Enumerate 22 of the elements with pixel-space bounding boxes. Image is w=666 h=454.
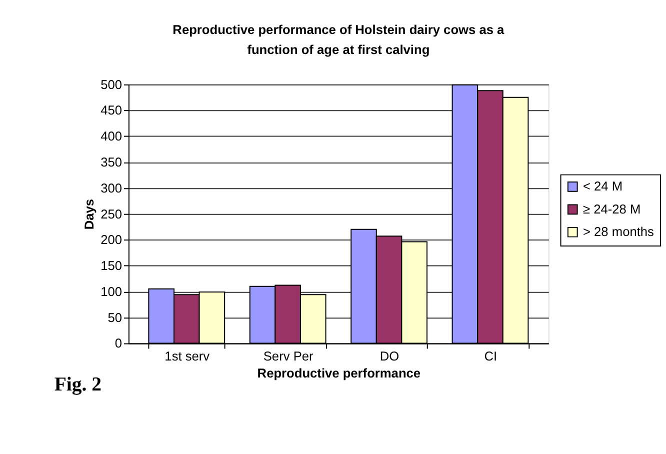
- x-tick-label: CI: [484, 348, 498, 364]
- y-tick-label: 300: [100, 180, 122, 196]
- legend-label: > 28 months: [582, 224, 654, 240]
- y-axis-title: Days: [82, 199, 97, 230]
- x-tick-label: Serv Per: [263, 348, 314, 364]
- x-tick-label: 1st serv: [164, 348, 210, 364]
- y-tick-label: 0: [114, 336, 122, 351]
- x-axis-title: Reproductive performance: [257, 365, 421, 380]
- y-tick-label: 350: [100, 154, 122, 170]
- legend-label: < 24 M: [582, 178, 623, 194]
- chart-title: Reproductive performance of Holstein dairy cows as a function of age at first calving: [172, 22, 506, 57]
- y-tick-label: 500: [100, 76, 122, 92]
- y-tick-label: 150: [100, 258, 122, 274]
- y-tick-label: 250: [100, 206, 122, 222]
- y-tick-label: 400: [100, 128, 122, 144]
- y-tick-label: 200: [100, 232, 122, 248]
- legend-label: ≥ 24-28 M: [582, 201, 641, 216]
- y-tick-label: 50: [108, 310, 122, 325]
- caption: Fig. 2: [54, 374, 102, 396]
- y-tick-label: 450: [100, 102, 122, 118]
- x-tick-label: DO: [380, 348, 400, 364]
- y-tick-label: 100: [100, 284, 122, 299]
